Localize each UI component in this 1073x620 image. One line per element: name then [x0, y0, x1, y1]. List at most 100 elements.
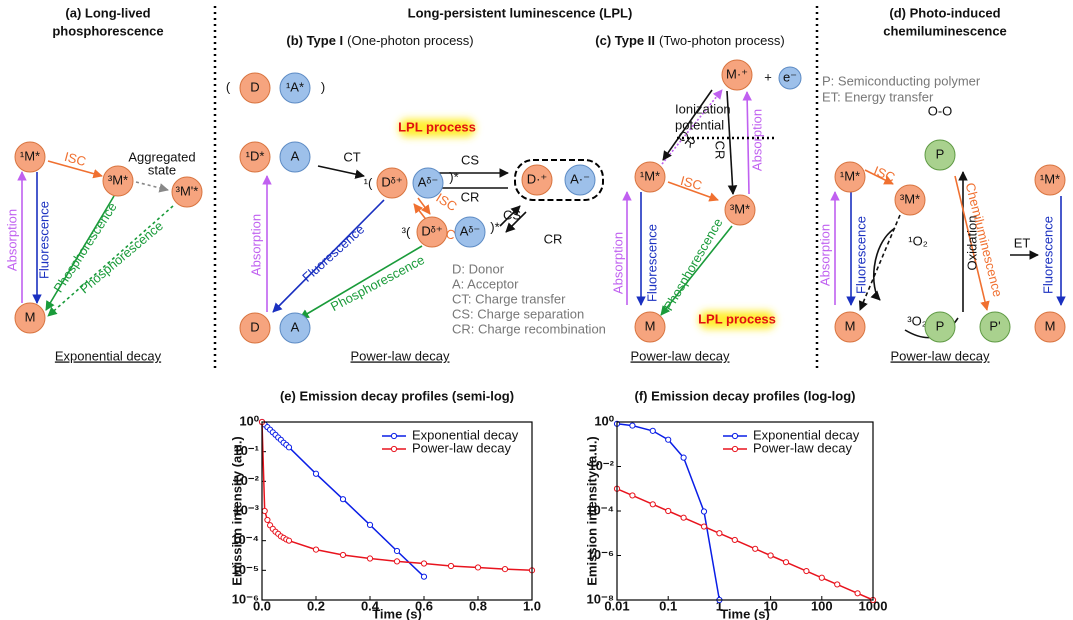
legend-marker — [390, 432, 398, 440]
state-node — [412, 167, 444, 199]
series-line — [616, 488, 874, 601]
state-node — [979, 311, 1011, 343]
data-point — [393, 558, 401, 565]
state-node — [564, 164, 596, 196]
panel-caption: Power-law decay — [891, 348, 990, 363]
y-tick-label: 10⁻⁶ — [232, 591, 259, 606]
panel-title: (c) Type II (Two-photon process) — [595, 33, 784, 48]
diagram-label: CR — [713, 141, 728, 160]
node-label: M — [25, 309, 36, 324]
legend-label: Power-law decay — [753, 440, 852, 455]
data-point — [767, 552, 774, 559]
arrow — [45, 195, 115, 311]
x-tick-label: 0.4 — [361, 598, 380, 613]
node-label: M — [1045, 318, 1056, 333]
diagram-label: CT — [343, 149, 360, 164]
node-label: ³M'* — [176, 183, 199, 198]
panel-caption: Exponential decay — [55, 348, 162, 363]
node-label: ¹M* — [20, 148, 40, 163]
diagram-label: Fluorescence — [1040, 216, 1055, 294]
legend-text: A: Acceptor — [452, 276, 519, 291]
diagram-label: Oxidation — [964, 216, 979, 271]
x-tick-label: 1.0 — [523, 598, 541, 613]
arrow — [47, 160, 103, 179]
x-tick-label: 0.1 — [659, 598, 677, 613]
y-tick-label: 10⁻¹ — [233, 443, 259, 458]
data-point — [649, 501, 656, 508]
diagram-label: Phosphorescence — [328, 252, 427, 314]
y-tick-label: 10⁰ — [594, 413, 614, 428]
plot-frame — [616, 421, 874, 601]
arrow — [870, 227, 896, 301]
panel-title: phosphorescence — [52, 23, 163, 38]
data-point — [312, 470, 320, 477]
state-node — [894, 184, 926, 216]
state-node — [834, 161, 866, 193]
diagram-label: Fluorescence — [36, 201, 51, 279]
arrow — [417, 197, 431, 215]
data-point — [629, 492, 636, 499]
state-node — [721, 59, 753, 91]
y-axis-label: Emission intensity (a.u.) — [229, 436, 244, 586]
x-tick-label: 1000 — [859, 598, 888, 613]
diagram-label: ET — [1014, 235, 1031, 250]
data-point — [285, 537, 293, 544]
data-point — [818, 574, 825, 581]
data-point — [752, 545, 759, 552]
data-point — [716, 530, 723, 537]
node-label: P' — [989, 318, 1000, 333]
y-tick-label: 10⁻⁵ — [232, 562, 259, 577]
data-point — [366, 555, 374, 562]
legend-text: D: Donor — [452, 261, 505, 276]
data-point — [420, 573, 428, 580]
data-point — [680, 454, 687, 461]
panel-title: (b) Type I (One-photon process) — [286, 33, 473, 48]
arrow — [47, 205, 174, 317]
state-node — [924, 139, 956, 171]
arrow — [272, 199, 385, 313]
data-point — [665, 436, 672, 443]
arrow — [864, 169, 894, 185]
x-tick-label: 0.01 — [604, 598, 629, 613]
panel-title-rest: (Two-photon process) — [659, 33, 785, 48]
x-tick-label: 1 — [716, 598, 723, 613]
state-node — [924, 311, 956, 343]
node-label: ³M* — [900, 191, 920, 206]
diagram-label: Absorption — [248, 214, 263, 276]
diagram-label: CR — [544, 231, 563, 246]
highlight-label: LPL process — [398, 119, 476, 134]
legend-text: CT: Charge transfer — [452, 291, 566, 306]
diagram-label: Absorption — [610, 232, 625, 294]
diagram-label: ISC — [872, 163, 898, 185]
diagram-label: ³O₂ — [907, 313, 927, 328]
chart-title: (e) Emission decay profiles (semi-log) — [280, 388, 514, 403]
y-tick-label: 10⁻² — [233, 473, 259, 488]
node-label: ¹A* — [286, 79, 304, 94]
state-node — [521, 164, 553, 196]
node-label: ¹D* — [246, 148, 265, 163]
panel-title: (d) Photo-induced — [889, 5, 1000, 20]
arrow — [499, 205, 521, 227]
state-node — [279, 312, 311, 344]
panel-title-bold: (b) Type I — [286, 33, 343, 48]
state-node — [102, 165, 134, 197]
node-label: D — [250, 319, 259, 334]
diagram-label: )* — [490, 219, 499, 234]
y-axis-label: Emission intensity (a.u.) — [584, 436, 599, 586]
panel-title-bold: (c) Type II — [595, 33, 655, 48]
node-label: Aᵟ⁻ — [460, 223, 480, 238]
y-tick-label: 10⁻⁸ — [587, 591, 614, 606]
data-point — [680, 514, 687, 521]
diagram-label: potential — [675, 117, 724, 132]
state-node — [14, 302, 46, 334]
arrow — [742, 91, 752, 195]
x-tick-label: 10 — [763, 598, 777, 613]
legend-marker — [390, 445, 398, 453]
data-point — [854, 590, 861, 597]
diagram-label: CS — [503, 207, 521, 222]
node-label: ³M* — [730, 201, 750, 216]
x-axis-label: Time (s) — [720, 606, 770, 620]
diagram-label: state — [148, 162, 176, 177]
